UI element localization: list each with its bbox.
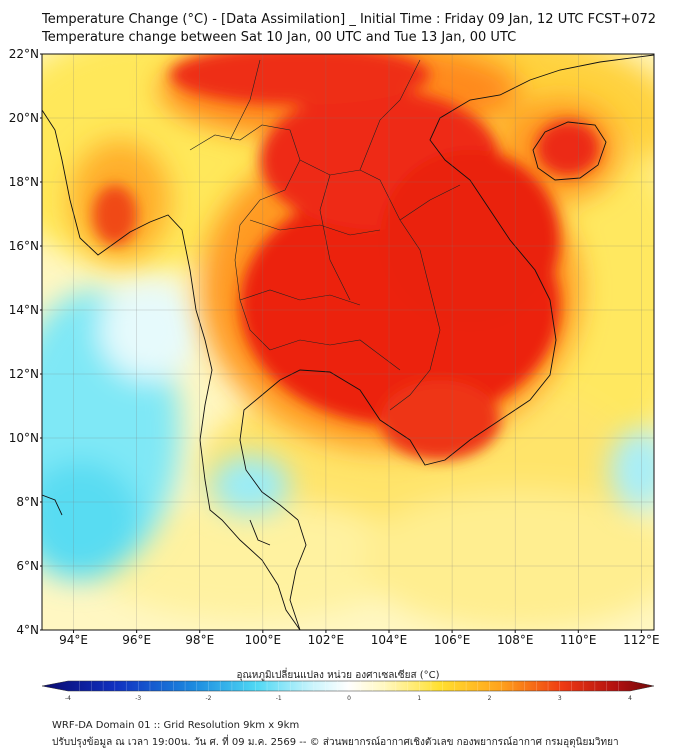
lon-label: 100°E <box>245 633 282 647</box>
borders <box>189 59 461 411</box>
lat-label: 18°N <box>9 175 39 189</box>
chart-title: Temperature Change (°C) - [Data Assimila… <box>42 12 657 27</box>
lat-label: 20°N <box>9 111 39 125</box>
footer-model-info: WRF-DA Domain 01 :: Grid Resolution 9km … <box>52 720 300 731</box>
colorbar-tick-label: -4 <box>65 695 71 702</box>
lat-label: 16°N <box>9 239 39 253</box>
lat-label: 12°N <box>9 367 39 381</box>
colorbar-tick-label: -1 <box>276 695 282 702</box>
lon-label: 108°E <box>497 633 534 647</box>
colorbar-tick-label: 0 <box>347 695 351 702</box>
lon-label: 98°E <box>185 633 214 647</box>
lon-label: 106°E <box>434 633 471 647</box>
lat-label: 22°N <box>9 47 39 61</box>
lon-label: 96°E <box>122 633 151 647</box>
colorbar-tick-label: 2 <box>488 695 492 702</box>
lat-label: 14°N <box>9 303 39 317</box>
latitude-labels: 22°N 20°N 18°N 16°N 14°N 12°N 10°N 8°N 6°N 4°N <box>9 47 42 637</box>
lon-label: 104°E <box>371 633 408 647</box>
longitude-labels: 94°E 96°E 98°E 100°E 102°E 104°E 106°E 108°E 110… <box>59 630 660 647</box>
lat-label: 10°N <box>9 431 39 445</box>
lon-label: 112°E <box>623 633 660 647</box>
footer-credit: ปรับปรุงข้อมูล ณ เวลา 19:00น. วัน ศ. ที่… <box>52 737 619 748</box>
map-frame <box>41 53 655 631</box>
colorbar-tick-label: -3 <box>135 695 141 702</box>
temperature-field <box>42 54 654 630</box>
colorbar-tick-label: 3 <box>558 695 562 702</box>
colorbar: -4 -3 -2 -1 0 1 2 3 4 <box>41 680 655 702</box>
colorbar-label: อุณหภูมิเปลี่ยนแปลง หน่วย องศาเซลเซียส (… <box>236 670 440 681</box>
lon-label: 110°E <box>560 633 597 647</box>
lon-label: 102°E <box>308 633 345 647</box>
map-gridlines <box>42 54 654 630</box>
lon-label: 94°E <box>59 633 88 647</box>
colorbar-tick-label: 4 <box>628 695 632 702</box>
colorbar-tick-label: -2 <box>206 695 212 702</box>
chart-subtitle: Temperature change between Sat 10 Jan, 0… <box>42 30 517 45</box>
lat-label: 4°N <box>16 623 39 637</box>
lat-label: 6°N <box>16 559 39 573</box>
colorbar-tick-label: 1 <box>417 695 421 702</box>
lat-label: 8°N <box>16 495 39 509</box>
